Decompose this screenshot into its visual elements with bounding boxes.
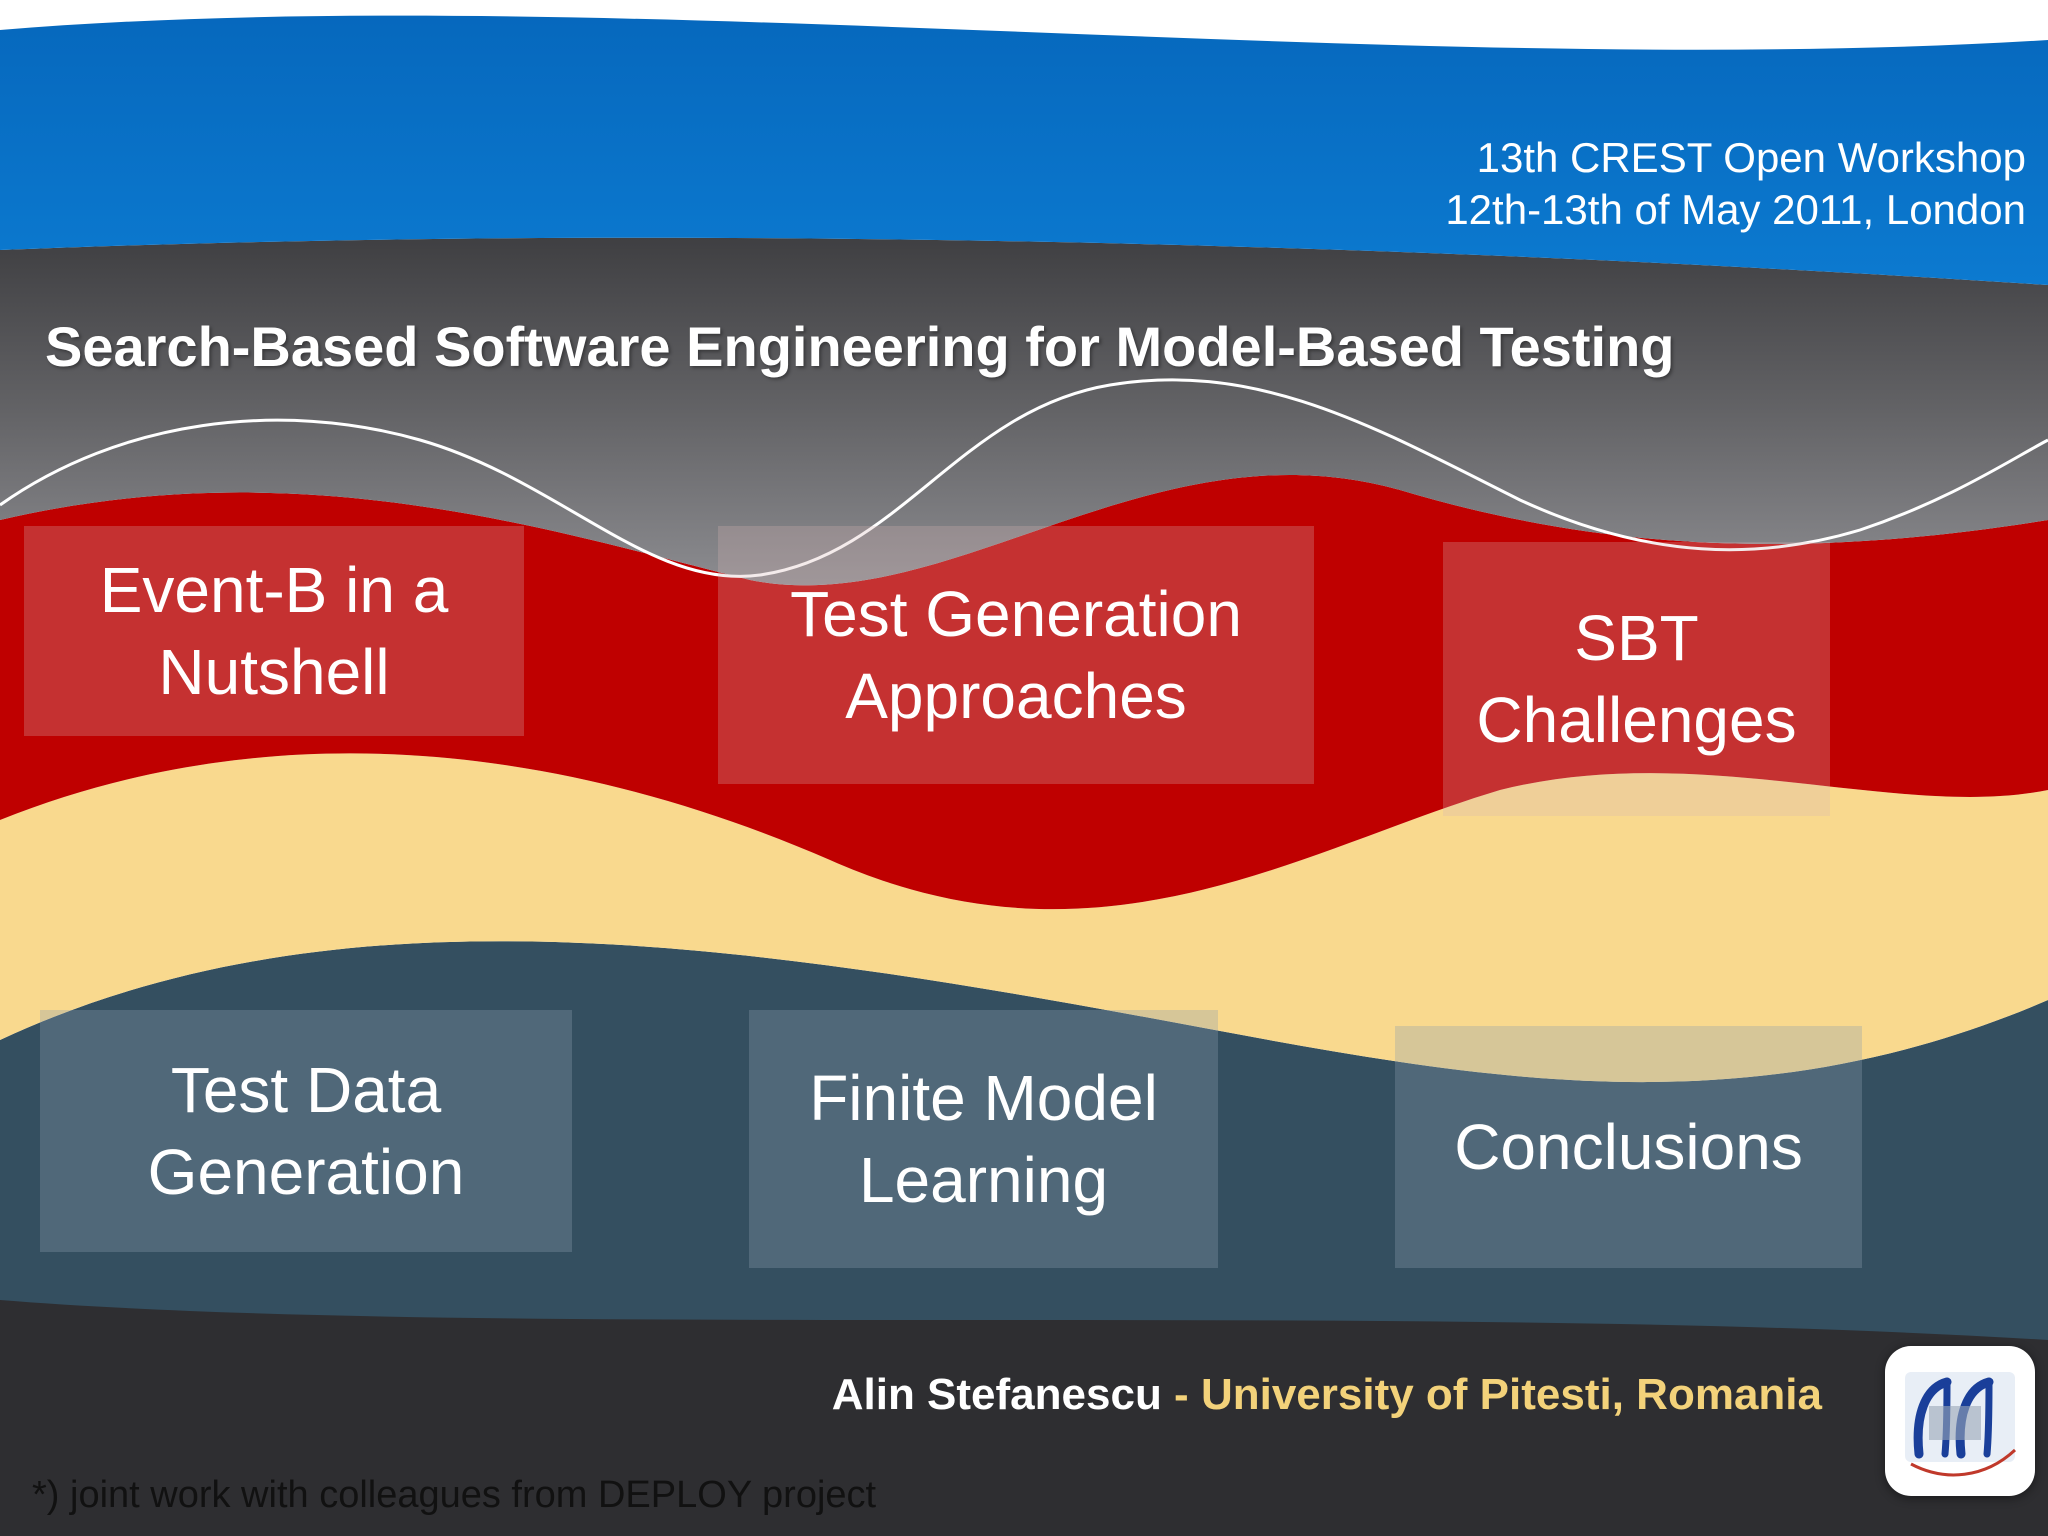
topic-label-line2: Approaches xyxy=(845,660,1187,732)
white-curve-line xyxy=(0,378,2048,578)
dark-band xyxy=(0,1280,2048,1536)
footnote: *) joint work with colleagues from DEPLO… xyxy=(32,1474,877,1516)
topic-box-test-generation[interactable]: Test Generation Approaches xyxy=(718,526,1314,784)
topic-label-line2: Generation xyxy=(147,1136,465,1208)
topic-label-line1: Event-B in a xyxy=(99,554,449,626)
red-band xyxy=(0,475,2048,910)
university-logo-icon xyxy=(1885,1346,2035,1496)
topic-label-line1: SBT xyxy=(1574,602,1699,674)
gray-band xyxy=(0,237,2048,586)
topic-label-line1: Finite Model xyxy=(809,1062,1158,1134)
topic-box-sbt-challenges[interactable]: SBT Challenges xyxy=(1443,542,1830,816)
page-title: Search-Based Software Engineering for Mo… xyxy=(45,315,1675,378)
author-affiliation: University of Pitesti, Romania xyxy=(1200,1370,1822,1419)
topic-label-line2: Nutshell xyxy=(158,636,390,708)
topic-label-line2: Challenges xyxy=(1476,684,1797,756)
blue-band xyxy=(0,15,2048,285)
cream-band xyxy=(0,753,2048,1083)
slate-band xyxy=(0,941,2048,1340)
topic-label-line1: Conclusions xyxy=(1454,1111,1803,1183)
topic-box-event-b[interactable]: Event-B in a Nutshell xyxy=(24,526,524,736)
topic-label-line1: Test Data xyxy=(170,1054,442,1126)
workshop-date: 12th-13th of May 2011, London xyxy=(1445,186,2026,233)
author-line: Alin Stefanescu - University of Pitesti,… xyxy=(832,1370,1822,1420)
author-separator: - xyxy=(1161,1370,1201,1419)
topic-box-conclusions[interactable]: Conclusions xyxy=(1395,1026,1862,1268)
topic-box-test-data[interactable]: Test Data Generation xyxy=(40,1010,572,1252)
workshop-info: 13th CREST Open Workshop 12th-13th of Ma… xyxy=(1445,132,2026,236)
topic-label-line2: Learning xyxy=(858,1144,1109,1216)
topic-box-finite-model[interactable]: Finite Model Learning xyxy=(749,1010,1218,1268)
workshop-name: 13th CREST Open Workshop xyxy=(1476,134,2026,181)
author-name: Alin Stefanescu xyxy=(831,1370,1162,1419)
topic-label-line1: Test Generation xyxy=(790,578,1242,650)
